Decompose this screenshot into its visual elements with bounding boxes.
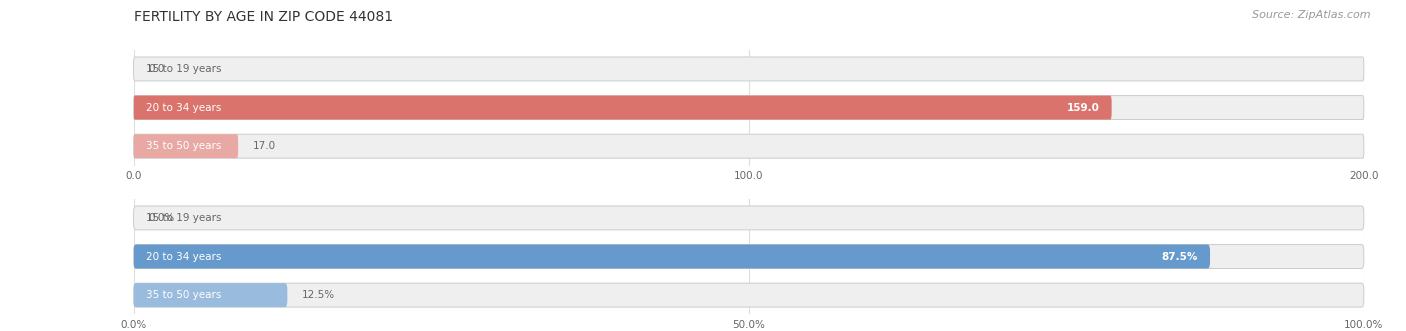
FancyBboxPatch shape — [134, 134, 238, 158]
Text: 20 to 34 years: 20 to 34 years — [146, 252, 221, 261]
Text: 35 to 50 years: 35 to 50 years — [146, 141, 221, 151]
Text: Source: ZipAtlas.com: Source: ZipAtlas.com — [1253, 10, 1371, 20]
FancyBboxPatch shape — [134, 283, 1364, 307]
Text: 87.5%: 87.5% — [1161, 252, 1198, 261]
Text: 15 to 19 years: 15 to 19 years — [146, 213, 221, 223]
Text: 35 to 50 years: 35 to 50 years — [146, 290, 221, 300]
FancyBboxPatch shape — [134, 283, 287, 307]
Text: 12.5%: 12.5% — [302, 290, 335, 300]
FancyBboxPatch shape — [134, 206, 1364, 230]
Text: 0.0: 0.0 — [149, 64, 165, 74]
FancyBboxPatch shape — [134, 245, 1364, 268]
FancyBboxPatch shape — [134, 96, 1364, 119]
Text: FERTILITY BY AGE IN ZIP CODE 44081: FERTILITY BY AGE IN ZIP CODE 44081 — [134, 10, 392, 24]
Text: 17.0: 17.0 — [253, 141, 276, 151]
Text: 0.0%: 0.0% — [149, 213, 174, 223]
FancyBboxPatch shape — [134, 57, 1364, 81]
FancyBboxPatch shape — [134, 134, 1364, 158]
Text: 20 to 34 years: 20 to 34 years — [146, 103, 221, 113]
FancyBboxPatch shape — [134, 96, 1112, 119]
FancyBboxPatch shape — [134, 245, 1211, 268]
Text: 159.0: 159.0 — [1066, 103, 1099, 113]
Text: 15 to 19 years: 15 to 19 years — [146, 64, 221, 74]
